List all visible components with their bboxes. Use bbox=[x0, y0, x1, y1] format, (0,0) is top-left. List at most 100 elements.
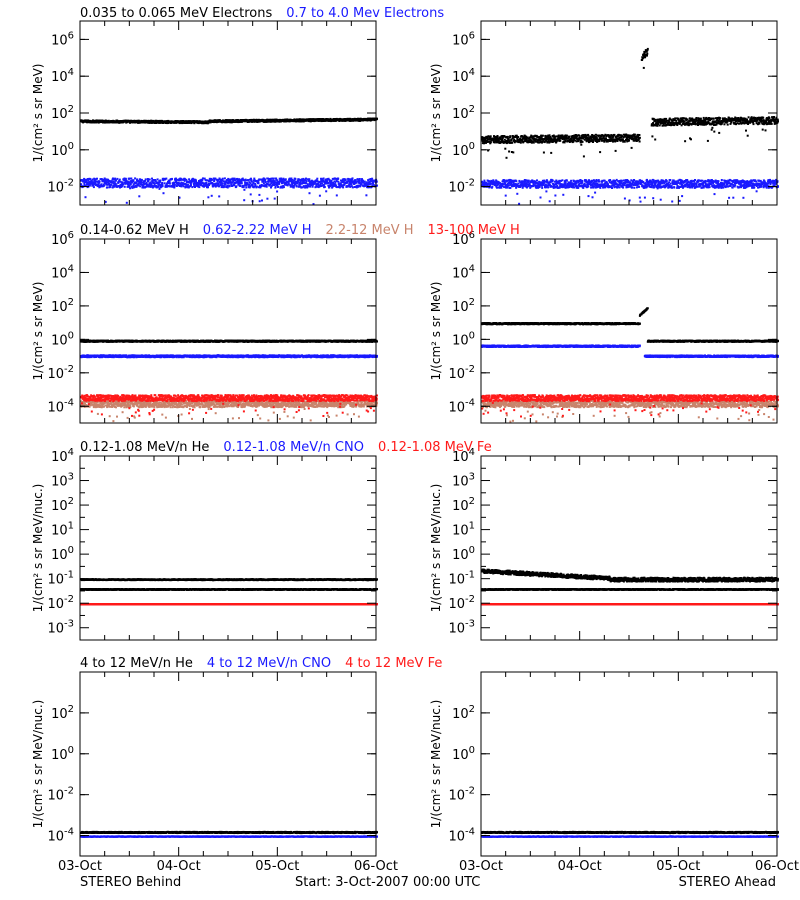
y-tick-label: 102 bbox=[51, 104, 74, 122]
data-point bbox=[271, 183, 274, 186]
data-point bbox=[187, 186, 190, 189]
data-point bbox=[614, 149, 617, 152]
data-point bbox=[240, 182, 243, 185]
data-point bbox=[764, 129, 767, 132]
data-point bbox=[720, 179, 723, 181]
data-point bbox=[141, 184, 144, 187]
data-point bbox=[674, 117, 677, 120]
data-point bbox=[159, 179, 162, 182]
data-point bbox=[159, 180, 161, 183]
data-point bbox=[258, 200, 261, 203]
y-ticks bbox=[80, 38, 376, 188]
y-tick-exponent: 4 bbox=[68, 67, 74, 78]
data-point bbox=[258, 178, 261, 181]
data-point bbox=[311, 185, 314, 188]
y-tick-exponent: 0 bbox=[68, 141, 74, 152]
data-point bbox=[695, 182, 698, 185]
data-point bbox=[241, 177, 244, 180]
data-point bbox=[581, 181, 584, 184]
data-point bbox=[142, 186, 145, 189]
data-point bbox=[105, 180, 108, 183]
data-point bbox=[684, 140, 687, 143]
data-point bbox=[671, 119, 674, 122]
data-point bbox=[108, 182, 111, 185]
data-point bbox=[572, 140, 575, 143]
data-point bbox=[269, 183, 272, 186]
data-point bbox=[148, 178, 151, 181]
data-point bbox=[723, 123, 726, 126]
data-point bbox=[515, 180, 518, 183]
data-point bbox=[121, 184, 124, 187]
data-point bbox=[300, 118, 302, 121]
data-point bbox=[121, 181, 124, 184]
data-point bbox=[119, 186, 121, 189]
data-point bbox=[272, 179, 275, 182]
data-point bbox=[143, 119, 146, 122]
data-point bbox=[496, 135, 499, 137]
data-point bbox=[267, 177, 270, 180]
data-point bbox=[165, 182, 168, 185]
data-point bbox=[238, 178, 241, 181]
y-axis-label: 1/(cm² s sr MeV) bbox=[31, 64, 45, 163]
data-point bbox=[251, 184, 254, 187]
data-point bbox=[344, 178, 347, 181]
data-point bbox=[175, 180, 178, 183]
data-point bbox=[699, 117, 702, 120]
data-point bbox=[178, 179, 180, 182]
data-point bbox=[106, 181, 109, 184]
data-point bbox=[112, 180, 115, 183]
data-point bbox=[659, 198, 662, 201]
data-point bbox=[308, 178, 311, 181]
data-point bbox=[199, 179, 202, 182]
data-point bbox=[511, 141, 514, 144]
data-point bbox=[161, 185, 164, 188]
data-point bbox=[164, 178, 167, 180]
data-point bbox=[557, 134, 560, 137]
data-point bbox=[148, 185, 151, 188]
data-point bbox=[675, 119, 678, 122]
data-point bbox=[551, 179, 554, 182]
data-point bbox=[504, 147, 507, 150]
data-point bbox=[656, 124, 659, 127]
data-point bbox=[712, 117, 715, 120]
data-point bbox=[222, 180, 225, 183]
data-point bbox=[265, 185, 268, 188]
data-point bbox=[104, 178, 107, 181]
data-point bbox=[123, 185, 126, 188]
data-point bbox=[542, 151, 545, 154]
data-point bbox=[265, 120, 268, 123]
data-point bbox=[137, 121, 140, 124]
data-point bbox=[229, 179, 232, 182]
data-point bbox=[111, 186, 114, 189]
data-point bbox=[631, 186, 634, 189]
data-point bbox=[228, 185, 231, 188]
data-point bbox=[351, 186, 354, 189]
data-point bbox=[104, 200, 107, 203]
data-point bbox=[483, 179, 486, 182]
data-point bbox=[371, 177, 374, 180]
data-point bbox=[491, 185, 494, 188]
data-point bbox=[142, 185, 145, 188]
data-point bbox=[506, 135, 509, 138]
data-point bbox=[176, 178, 179, 181]
y-tick-label: 10-2 bbox=[47, 178, 74, 196]
data-point bbox=[175, 185, 178, 187]
data-point bbox=[131, 186, 134, 189]
data-point bbox=[91, 178, 94, 181]
data-point bbox=[564, 140, 567, 142]
data-point bbox=[277, 186, 279, 188]
data-point bbox=[369, 182, 372, 185]
data-point bbox=[638, 134, 641, 136]
data-point bbox=[257, 182, 260, 184]
data-point bbox=[93, 179, 96, 182]
data-point bbox=[248, 183, 251, 186]
data-point bbox=[718, 131, 721, 134]
data-point bbox=[145, 181, 148, 184]
data-point bbox=[116, 177, 119, 180]
data-point bbox=[249, 193, 252, 196]
data-point bbox=[234, 179, 236, 182]
data-point bbox=[272, 177, 275, 180]
data-point bbox=[133, 185, 136, 188]
y-tick-label: 104 bbox=[51, 67, 74, 85]
data-point bbox=[247, 179, 250, 182]
